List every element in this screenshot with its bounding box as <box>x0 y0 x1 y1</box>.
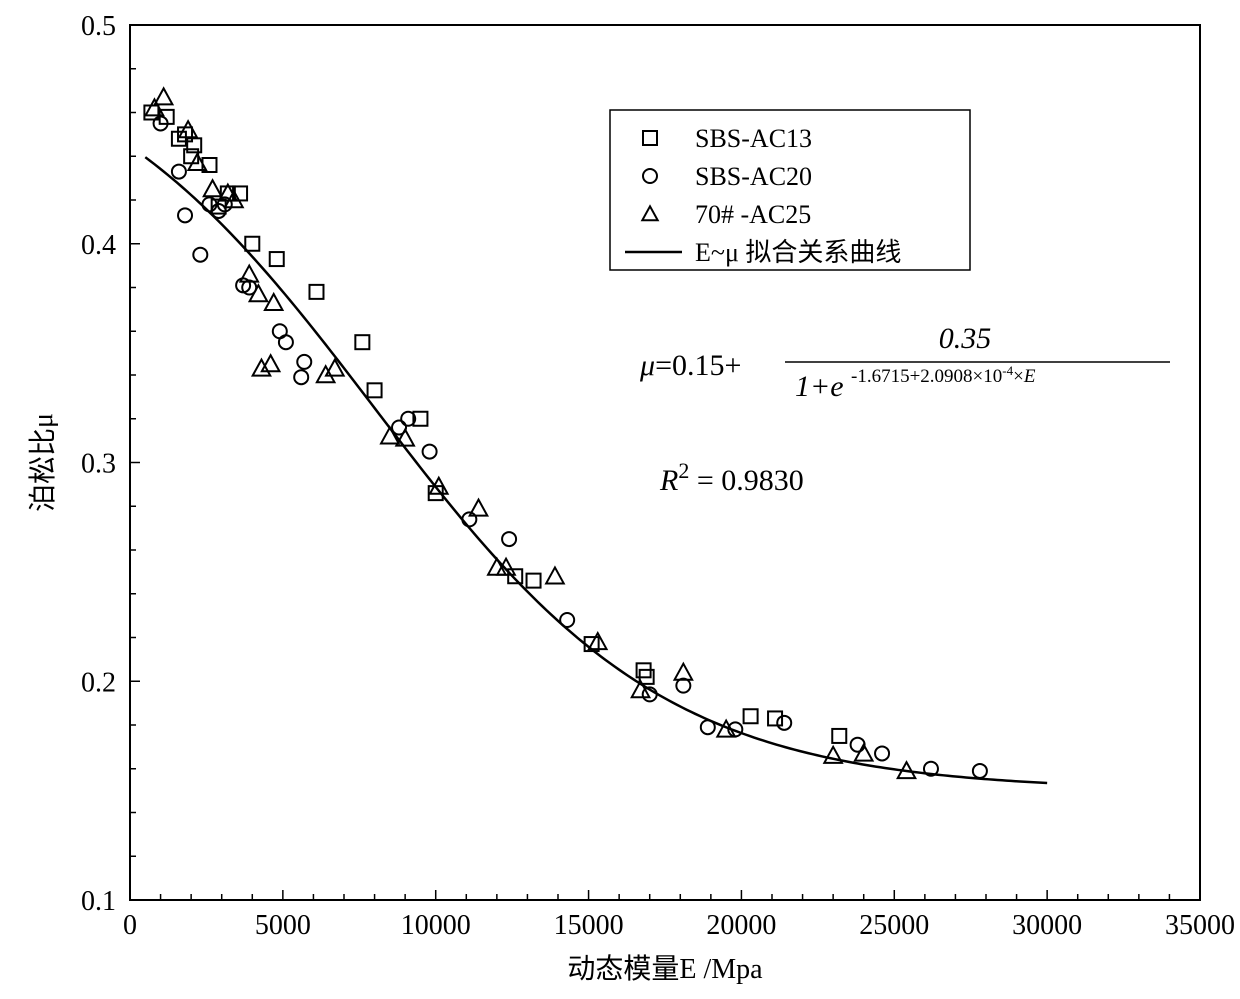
legend-label: 70# -AC25 <box>695 200 811 229</box>
marker-triangle <box>179 121 197 137</box>
svg-text:0.35: 0.35 <box>939 322 992 355</box>
marker-circle <box>423 445 437 459</box>
legend-label: SBS-AC20 <box>695 162 812 191</box>
x-axis-label: 动态模量E /Mpa <box>567 953 763 985</box>
x-tick-label: 30000 <box>1012 910 1082 941</box>
marker-circle <box>172 165 186 179</box>
marker-triangle <box>675 664 693 680</box>
marker-square <box>270 252 284 266</box>
marker-circle <box>178 208 192 222</box>
marker-circle <box>875 746 889 760</box>
y-axis-label: 泊松比μ <box>27 413 59 512</box>
marker-square <box>355 335 369 349</box>
marker-triangle <box>204 180 222 196</box>
marker-circle <box>294 370 308 384</box>
legend-label: SBS-AC13 <box>695 124 812 153</box>
svg-text:μ=0.15+: μ=0.15+ <box>639 349 741 382</box>
marker-square <box>832 729 846 743</box>
marker-circle <box>193 248 207 262</box>
marker-circle <box>676 679 690 693</box>
marker-square <box>309 285 323 299</box>
svg-text:-1.6715+2.0908×10-4×E: -1.6715+2.0908×10-4×E <box>851 363 1036 388</box>
marker-circle <box>851 738 865 752</box>
marker-triangle <box>546 567 564 583</box>
y-tick-label: 0.2 <box>81 667 116 698</box>
formula-annotation: μ=0.15+ 0.35 1+e -1.6715+2.0908×10-4×E <box>639 322 1170 403</box>
marker-square <box>368 383 382 397</box>
marker-square <box>508 569 522 583</box>
marker-circle <box>297 355 311 369</box>
marker-circle <box>777 716 791 730</box>
y-tick-label: 0.4 <box>81 230 116 261</box>
scatter-chart: 0 5000 10000 15000 20000 25000 30000 35000 0.1 0.… <box>0 0 1240 999</box>
marker-square <box>744 709 758 723</box>
marker-triangle <box>155 88 173 104</box>
marker-circle <box>502 532 516 546</box>
marker-circle <box>701 720 715 734</box>
x-tick-label: 20000 <box>706 910 776 941</box>
legend-label: E~μ 拟合关系曲线 <box>695 238 901 267</box>
marker-square <box>527 574 541 588</box>
r-squared: R2 = 0.9830 <box>659 458 804 498</box>
x-tick-label: 25000 <box>859 910 929 941</box>
x-tick-label: 15000 <box>554 910 624 941</box>
marker-circle <box>560 613 574 627</box>
svg-text:1+e: 1+e <box>795 370 844 403</box>
x-tick-label: 5000 <box>255 910 311 941</box>
marker-square <box>245 237 259 251</box>
chart-svg: 0 5000 10000 15000 20000 25000 30000 35000 0.1 0.… <box>0 0 1240 999</box>
marker-circle <box>279 335 293 349</box>
marker-triangle <box>317 366 335 382</box>
y-tick-label: 0.1 <box>81 886 116 917</box>
x-tick-label: 10000 <box>401 910 471 941</box>
marker-circle <box>973 764 987 778</box>
y-tick-label: 0.3 <box>81 449 116 480</box>
x-tick-label: 0 <box>123 910 137 941</box>
y-tick-label: 0.5 <box>81 11 116 42</box>
x-tick-label: 35000 <box>1165 910 1235 941</box>
